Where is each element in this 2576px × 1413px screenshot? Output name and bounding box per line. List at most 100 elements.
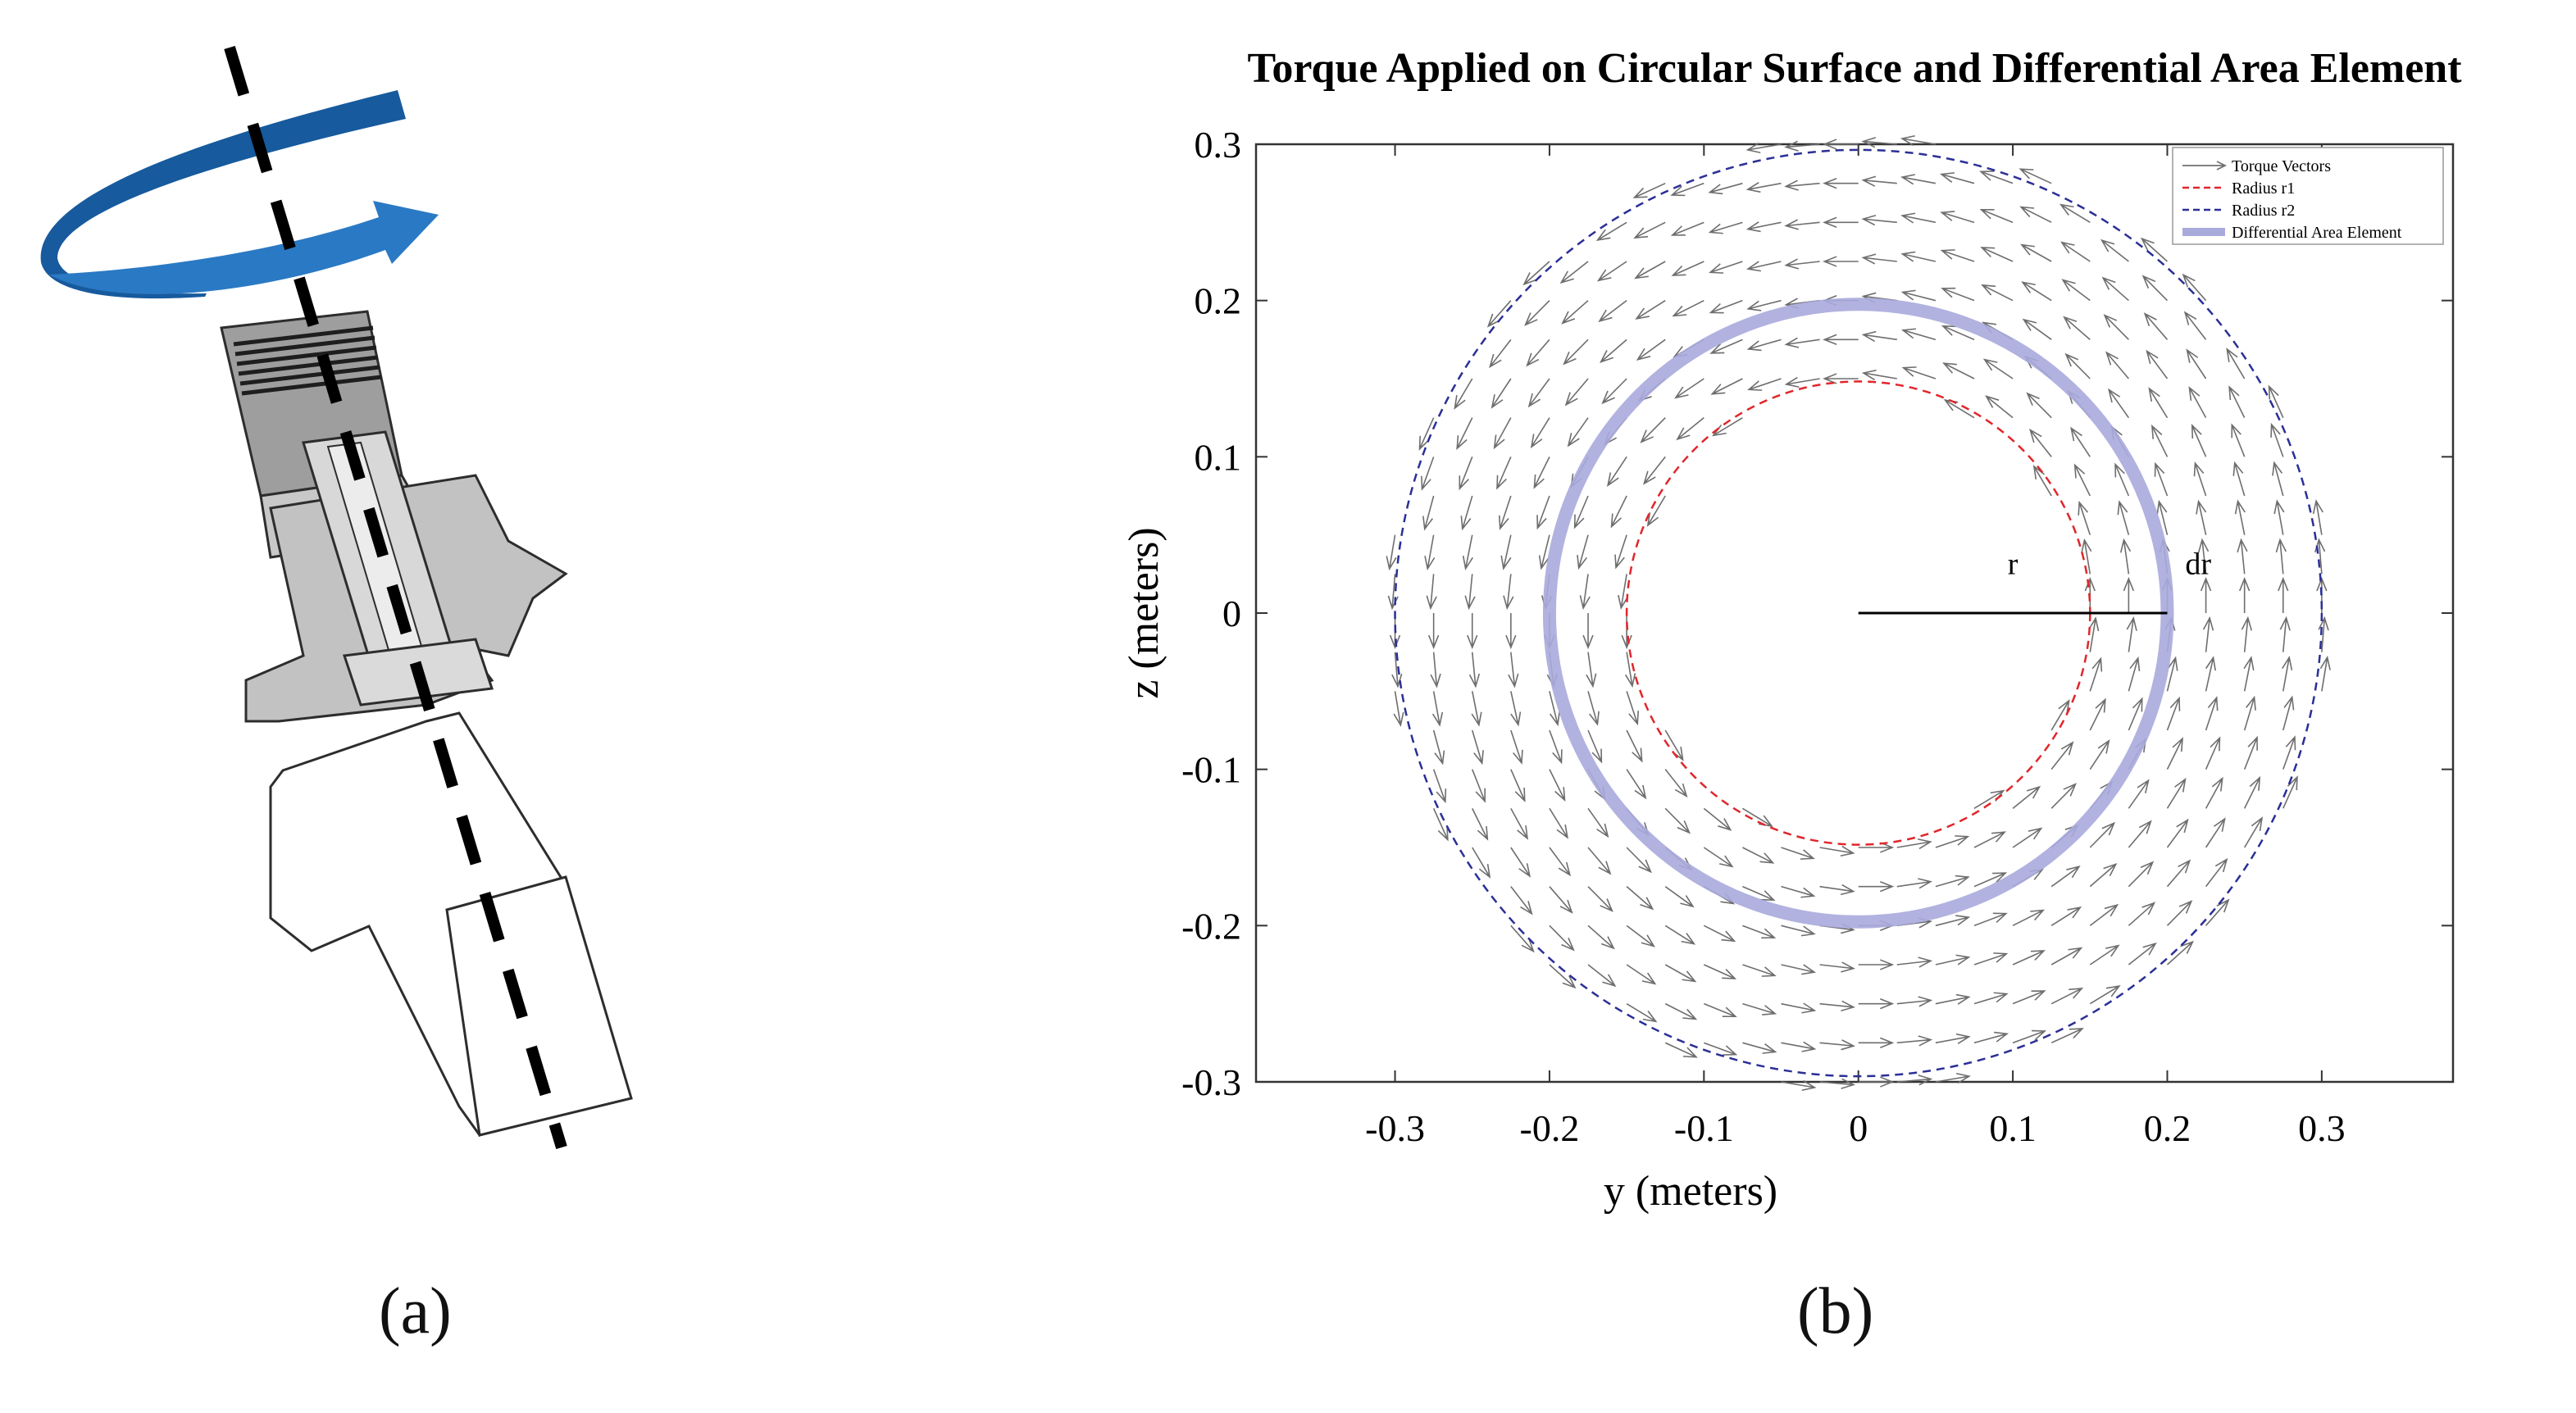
torque-vector [1462,534,1473,570]
torque-vector [2156,499,2169,535]
torque-vector [1784,376,1820,388]
torque-vector [1745,142,1782,154]
torque-vector [1896,1075,1933,1086]
torque-vector [1973,1031,2009,1044]
torque-vector [1900,174,1937,185]
legend-swatch-arrow [2182,161,2228,170]
torque-vector [1858,1076,1895,1088]
torque-vector [1635,299,1666,320]
torque-vector [1549,847,1572,877]
torque-vector [2205,898,2230,926]
caption-b: (b) [1797,1275,1874,1347]
torque-vector [1672,299,1704,317]
torque-vector [2012,827,2043,848]
torque-vector [1858,842,1895,853]
torque-vector [1664,1042,1698,1058]
x-tick-label: 0 [1849,1107,1868,1149]
torque-vector [2059,203,2091,224]
torque-vector [1940,249,1975,262]
torque-vector [1670,221,1704,236]
torque-vector [2050,783,2078,809]
torque-vector [2050,699,2070,731]
y-tick-label: -0.3 [1181,1061,1241,1103]
torque-vector [1861,214,1897,226]
torque-vector [1742,1042,1777,1054]
torque-vector [1587,925,1615,950]
torque-vector [1676,417,1704,441]
torque-vector [1935,1033,1971,1045]
torque-vector [2143,312,2169,340]
x-tick-label: -0.2 [1520,1107,1580,1149]
torque-vector [1510,729,1523,765]
rotation-arrow-icon [40,90,439,299]
torque-vector [1626,1002,1658,1023]
torque-vector [1973,912,2008,927]
torque-vector [1530,417,1550,449]
legend-label: Radius r1 [2232,179,2295,198]
torque-vector [1664,769,1688,798]
torque-vector [1561,300,1589,325]
torque-vector [2166,940,2195,965]
torque-vector [2123,576,2135,613]
torque-vector [1600,338,1627,364]
torque-vector [1973,831,2006,848]
torque-vector [1387,574,1399,611]
torque-vector [1712,416,1743,437]
torque-vector [1664,807,1691,834]
torque-vector [1567,417,1589,448]
torque-vector [2166,818,2189,848]
torque-vector [1708,221,1743,234]
torque-vector [1418,417,1435,451]
torque-vector [1610,495,1627,529]
torque-vector [1784,337,1820,348]
torque-vector [2183,311,2207,340]
torque-vector [2200,576,2212,613]
torque-vector [2050,906,2082,927]
torque-vector [1606,456,1627,488]
torque-vector [1432,808,1449,842]
torque-vector [1861,253,1897,265]
torque-vector [2089,944,2120,965]
legend-label: Torque Vectors [2232,157,2331,175]
torque-vector [1549,886,1573,914]
torque-vector [1973,952,2009,965]
torque-vector [1819,845,1855,857]
torque-vector [1781,885,1816,898]
torque-vector [2282,695,2295,731]
torque-vector [1626,729,1643,763]
torque-vector [2103,314,2129,340]
torque-vector [1941,325,1975,341]
torque-vector [2128,779,2150,809]
torque-vector [1861,175,1897,187]
torque-vector [1391,652,1403,688]
torque-vector [1587,886,1613,912]
torque-vector [2282,775,2298,809]
torque-vector [1979,208,2014,224]
torque-vector [2232,461,2246,497]
torque-vector [1579,574,1591,610]
torque-vector [2088,616,2100,652]
torque-vector [2018,168,2052,184]
torque-vector [1421,457,1435,491]
torque-vector [1634,261,1666,279]
y-tick-label: 0 [1222,593,1241,634]
torque-vector [1621,613,1632,650]
torque-vector [1510,886,1533,915]
torque-vector [2226,348,2246,379]
torque-vector [1861,369,1897,381]
torque-vector [2061,279,2091,302]
torque-vector [1896,996,1933,1007]
torque-vector [2117,500,2130,535]
torque-vector [2012,1029,2047,1044]
torque-vector [1747,378,1782,391]
x-axis-label: y (meters) [1604,1168,1777,1215]
torque-vector [1704,1042,1738,1056]
torque-vector [1858,997,1895,1010]
torque-vector [1549,807,1569,839]
torque-vector [1587,807,1609,838]
torque-vector [2205,817,2226,848]
torque-vector [1900,134,1937,147]
torque-vector [2105,351,2130,379]
torque-vector [2020,243,2052,262]
torque-vector [1430,652,1441,688]
